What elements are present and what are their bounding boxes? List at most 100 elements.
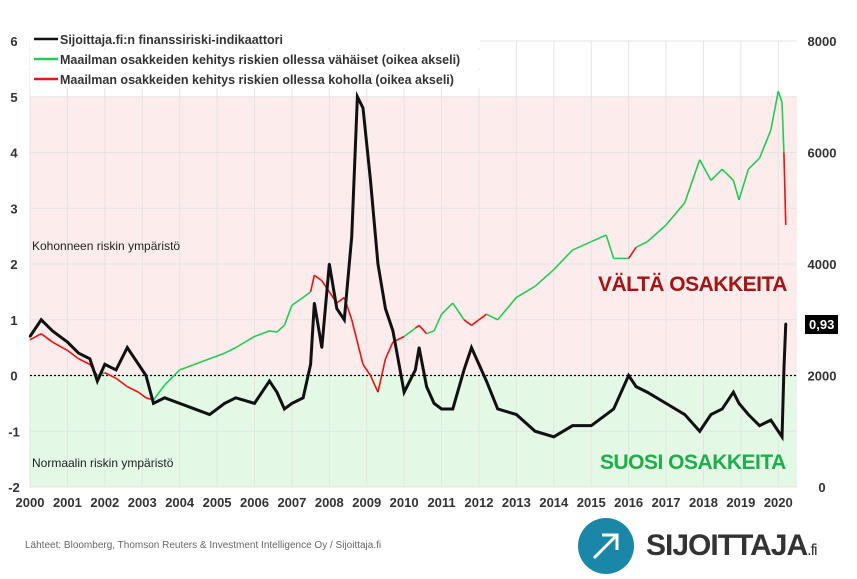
risk-point xyxy=(780,435,784,439)
avoid-stocks-label: VÄLTÄ OSAKKEITA xyxy=(598,273,787,296)
risk-point xyxy=(432,402,436,405)
risk-point xyxy=(234,396,237,399)
stocks-low-risk-segment xyxy=(635,240,648,248)
risk-point xyxy=(223,402,226,405)
risk-point xyxy=(769,418,773,422)
risk-point xyxy=(590,424,593,427)
left-tick-label: 0 xyxy=(10,369,17,384)
source-note: Lähteet: Bloomberg, Thomson Reuters & In… xyxy=(25,540,382,551)
stocks-high-risk-segment xyxy=(478,313,487,321)
risk-point xyxy=(193,407,196,411)
stocks-high-risk-segment xyxy=(138,391,147,399)
stocks-high-risk-segment xyxy=(356,341,364,365)
legend-bg xyxy=(30,30,480,48)
risk-point xyxy=(66,340,69,344)
stocks-low-risk-segment xyxy=(283,304,293,326)
stocks-low-risk-segment xyxy=(291,296,304,306)
risk-point xyxy=(737,402,741,405)
legend-entry: Maailman osakkeiden kehitys riskien olle… xyxy=(60,73,454,87)
stocks-high-risk-segment xyxy=(418,324,428,335)
stocks-high-risk-segment xyxy=(627,246,637,259)
favor-stocks-label: SUOSI OSAKKEITA xyxy=(600,451,786,474)
stocks-high-risk-segment xyxy=(350,319,359,343)
legend-entry: Sijoittaja.fi:n finanssiriski-indikaatto… xyxy=(60,33,283,47)
risk-point xyxy=(114,368,118,372)
stocks-low-risk-segment xyxy=(605,234,615,259)
x-tick-label: 2001 xyxy=(53,495,82,510)
stocks-high-risk-segment xyxy=(52,341,68,352)
left-tick-label: -1 xyxy=(8,424,20,439)
stocks-high-risk-segment xyxy=(115,377,128,388)
risk-point xyxy=(144,374,148,377)
stocks-low-risk-segment xyxy=(164,369,181,386)
stocks-low-risk-segment xyxy=(747,157,761,170)
low-zone-label: Normaalin riskin ympäristö xyxy=(32,456,174,470)
x-tick-label: 2018 xyxy=(689,495,718,510)
stocks-high-risk-segment xyxy=(369,375,379,393)
risk-point xyxy=(425,385,428,388)
stocks-low-risk-segment xyxy=(269,330,278,333)
arrow-icon xyxy=(578,518,634,574)
stocks-low-risk-segment xyxy=(426,330,435,335)
stocks-low-risk-segment xyxy=(302,291,312,299)
risk-point xyxy=(571,424,574,427)
risk-point xyxy=(782,368,786,372)
risk-point xyxy=(470,346,473,349)
stocks-low-risk-segment xyxy=(732,180,740,201)
x-tick-label: 2013 xyxy=(502,495,531,510)
high-zone-label: Kohonneen riskin ympäristö xyxy=(32,239,181,253)
risk-point xyxy=(335,307,338,310)
right-tick-label: 8000 xyxy=(808,34,837,49)
x-tick-label: 2011 xyxy=(427,495,455,510)
x-tick-label: 2017 xyxy=(652,495,681,510)
risk-point xyxy=(758,424,761,427)
stocks-high-risk-segment xyxy=(104,371,117,380)
risk-point xyxy=(417,346,421,349)
stocks-high-risk-segment xyxy=(414,324,420,329)
risk-point xyxy=(290,402,294,405)
stocks-high-risk-segment xyxy=(126,385,139,393)
stocks-high-risk-segment xyxy=(66,349,80,360)
x-tick-label: 2005 xyxy=(203,495,232,510)
risk-point xyxy=(634,385,638,388)
risk-point xyxy=(384,307,387,310)
risk-point xyxy=(361,106,365,110)
stocks-high-risk-segment xyxy=(336,296,345,304)
risk-point xyxy=(533,430,537,433)
left-tick-label: 1 xyxy=(10,313,17,328)
risk-point xyxy=(376,262,380,266)
risk-point xyxy=(320,346,324,349)
stocks-high-risk-segment xyxy=(384,341,394,360)
stocks-low-risk-segment xyxy=(721,168,734,181)
stocks-high-risk-segment xyxy=(783,152,787,225)
logo-text: SIJOITTAJA xyxy=(646,529,808,562)
stocks-low-risk-segment xyxy=(254,330,270,338)
risk-point xyxy=(96,379,99,383)
stocks-high-risk-segment xyxy=(463,319,472,326)
stocks-low-risk-segment xyxy=(179,363,195,371)
stocks-low-risk-segment xyxy=(710,168,723,181)
stocks-low-risk-segment xyxy=(403,327,416,338)
stocks-low-risk-segment xyxy=(699,159,712,181)
x-tick-label: 2008 xyxy=(315,495,344,510)
stocks-low-risk-segment xyxy=(486,313,499,321)
stocks-low-risk-segment xyxy=(515,285,536,299)
stocks-high-risk-segment xyxy=(362,363,372,376)
risk-point xyxy=(440,407,443,411)
stocks-low-risk-segment xyxy=(777,90,783,103)
stocks-low-risk-segment xyxy=(781,102,785,153)
stocks-low-risk-segment xyxy=(497,296,518,321)
risk-point xyxy=(698,430,701,433)
risk-point xyxy=(732,391,735,394)
stocks-low-risk-segment xyxy=(738,168,750,201)
logo-suffix: .fi xyxy=(807,542,818,559)
risk-point xyxy=(343,318,346,321)
x-tick-label: 2004 xyxy=(165,495,195,510)
legend-bg xyxy=(30,70,480,88)
x-tick-label: 2019 xyxy=(726,495,755,510)
left-tick-label: 2 xyxy=(10,257,17,272)
stocks-high-risk-segment xyxy=(313,274,323,282)
stocks-high-risk-segment xyxy=(40,333,53,343)
